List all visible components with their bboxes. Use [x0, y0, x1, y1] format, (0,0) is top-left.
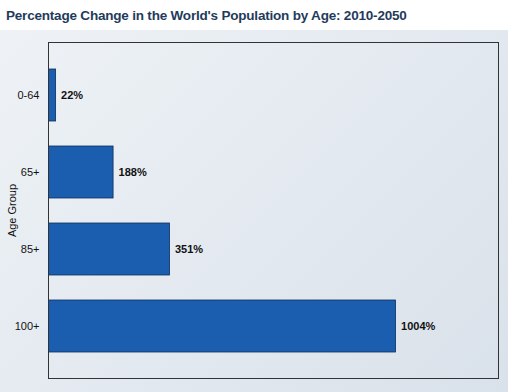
svg-text:65+: 65+	[21, 166, 40, 178]
svg-text:188%: 188%	[119, 166, 147, 178]
svg-text:Age Group: Age Group	[6, 184, 18, 237]
svg-text:85+: 85+	[21, 243, 40, 255]
svg-text:22%: 22%	[61, 89, 83, 101]
svg-text:0-64: 0-64	[17, 89, 39, 101]
svg-text:1004%: 1004%	[401, 320, 435, 332]
svg-text:351%: 351%	[175, 243, 203, 255]
html-text:Percentage Change in the World: Percentage Change in the World's Populat…	[6, 8, 407, 23]
svg-text:100+: 100+	[15, 320, 40, 332]
